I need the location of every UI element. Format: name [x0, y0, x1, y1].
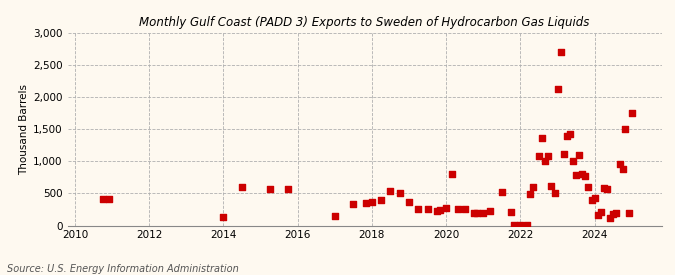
Point: [385, 189, 396, 194]
Point: [394, 191, 405, 195]
Point: [478, 210, 489, 215]
Text: Source: U.S. Energy Information Administration: Source: U.S. Energy Information Administ…: [7, 264, 238, 274]
Point: [534, 154, 545, 158]
Point: [601, 187, 612, 191]
Point: [599, 185, 610, 190]
Point: [404, 200, 414, 204]
Point: [583, 185, 594, 189]
Point: [558, 152, 569, 156]
Point: [283, 187, 294, 191]
Point: [564, 131, 575, 136]
Point: [562, 134, 572, 139]
Point: [468, 210, 479, 215]
Point: [435, 208, 446, 212]
Point: [543, 154, 554, 158]
Point: [580, 174, 591, 178]
Point: [537, 136, 547, 141]
Point: [552, 87, 563, 91]
Point: [237, 185, 248, 189]
Point: [413, 207, 424, 211]
Point: [506, 210, 516, 214]
Point: [595, 210, 606, 214]
Point: [592, 213, 603, 218]
Point: [527, 185, 538, 189]
Point: [367, 200, 377, 205]
Point: [587, 198, 597, 203]
Point: [614, 162, 625, 166]
Point: [329, 214, 340, 218]
Point: [617, 167, 628, 171]
Point: [484, 209, 495, 214]
Title: Monthly Gulf Coast (PADD 3) Exports to Sweden of Hydrocarbon Gas Liquids: Monthly Gulf Coast (PADD 3) Exports to S…: [139, 16, 590, 29]
Point: [447, 171, 458, 176]
Point: [521, 223, 532, 227]
Point: [265, 187, 275, 191]
Point: [624, 210, 634, 215]
Point: [577, 172, 588, 176]
Point: [360, 201, 371, 205]
Point: [608, 212, 619, 216]
Point: [423, 207, 433, 211]
Point: [611, 211, 622, 216]
Point: [571, 173, 582, 177]
Point: [546, 183, 557, 188]
Point: [524, 192, 535, 196]
Point: [555, 50, 566, 54]
Point: [453, 207, 464, 211]
Point: [497, 190, 508, 194]
Point: [605, 216, 616, 221]
Point: [472, 211, 483, 216]
Point: [104, 196, 115, 201]
Point: [515, 223, 526, 227]
Y-axis label: Thousand Barrels: Thousand Barrels: [19, 84, 29, 175]
Point: [431, 208, 442, 213]
Point: [441, 205, 452, 210]
Point: [97, 196, 108, 201]
Point: [540, 159, 551, 164]
Point: [218, 215, 229, 219]
Point: [509, 223, 520, 227]
Point: [589, 196, 600, 200]
Point: [574, 153, 585, 157]
Point: [568, 159, 578, 164]
Point: [348, 202, 359, 206]
Point: [620, 127, 631, 131]
Point: [460, 207, 470, 211]
Point: [549, 191, 560, 196]
Point: [626, 111, 637, 116]
Point: [376, 198, 387, 203]
